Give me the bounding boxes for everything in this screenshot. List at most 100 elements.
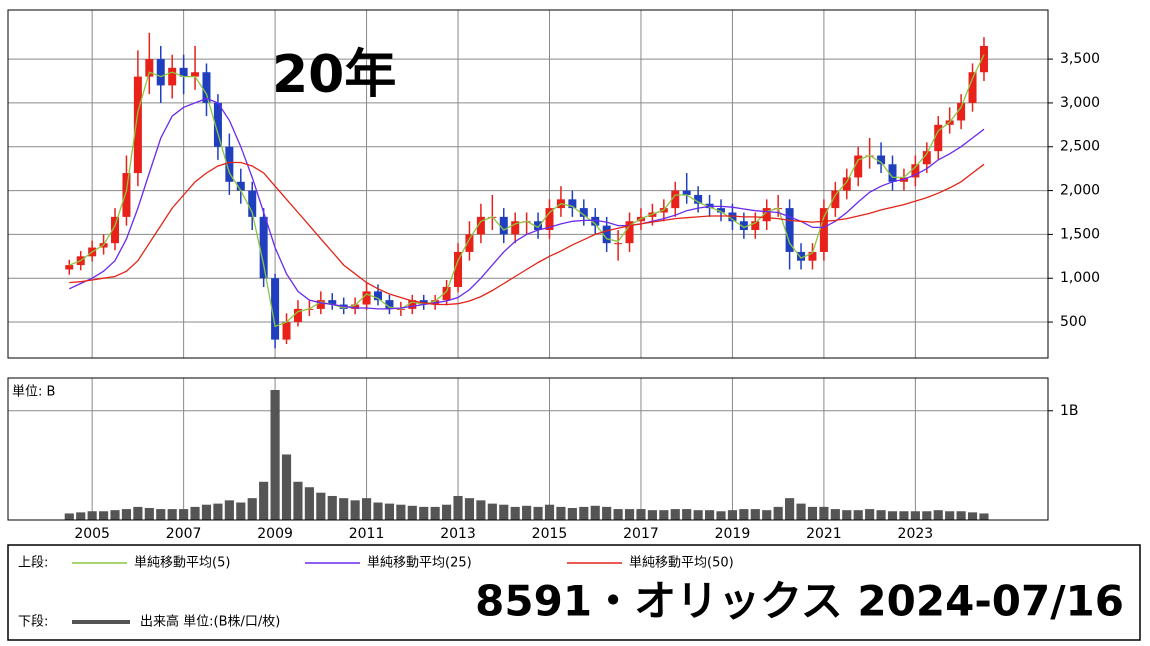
- candle-body: [191, 72, 200, 77]
- volume-bar: [682, 509, 692, 520]
- volume-bar: [819, 506, 829, 520]
- price-frame: [7, 9, 1049, 359]
- volume-bar: [99, 511, 109, 520]
- plot-layer: 500 1,000 1,500 2,000 2,500 3,000 3,500 2005 200…: [8, 10, 1100, 542]
- volume-bar: [602, 506, 612, 520]
- volume-bar: [796, 503, 806, 520]
- ma-line: [69, 54, 985, 328]
- candle-body: [271, 278, 280, 340]
- candle-body: [568, 199, 577, 209]
- y-tick-label: 3,500: [1060, 51, 1100, 67]
- candle-body: [213, 102, 222, 147]
- volume-bar: [533, 506, 543, 520]
- volume-bar: [579, 506, 589, 520]
- volume-bar: [785, 498, 795, 520]
- x-tick-label: 2011: [349, 526, 385, 542]
- volume-bar: [522, 505, 532, 520]
- y-tick-label: 2,000: [1060, 183, 1100, 199]
- candle-body: [911, 164, 920, 178]
- candle-body: [65, 265, 74, 270]
- volume-bar: [110, 510, 120, 520]
- unit-label: 単位: B: [12, 384, 55, 400]
- candle-body: [236, 181, 245, 191]
- volume-bar: [167, 509, 177, 520]
- volume-bar: [476, 500, 486, 520]
- y-tick-label: 500: [1060, 314, 1087, 330]
- volume-bar: [327, 495, 337, 520]
- volume-bar: [704, 510, 715, 520]
- candle-body: [442, 286, 451, 301]
- candle-body: [716, 208, 726, 213]
- candle-body: [408, 300, 417, 309]
- volume-bar: [613, 509, 623, 520]
- candle-body: [179, 67, 188, 77]
- volume-bar: [499, 504, 509, 520]
- volume-bar: [133, 506, 143, 520]
- volume-bar: [384, 503, 394, 520]
- volume-bar: [190, 506, 200, 520]
- volume-bar: [487, 503, 497, 520]
- volume-bar: [236, 502, 246, 520]
- x-tick-label: 2017: [623, 526, 659, 542]
- candle-body: [145, 59, 154, 77]
- candle-body: [922, 151, 931, 165]
- candle-body: [248, 190, 257, 217]
- candle-body: [225, 146, 234, 182]
- volume-bar: [396, 504, 406, 520]
- candle-body: [202, 72, 211, 103]
- candle-body: [762, 208, 771, 222]
- legend-label: 単純移動平均(25): [367, 555, 472, 571]
- x-tick-label: 2005: [74, 526, 110, 542]
- candle-body: [877, 155, 886, 165]
- volume-bar: [670, 509, 680, 520]
- volume-bar: [865, 509, 875, 520]
- candle-body: [694, 194, 703, 204]
- candle-body: [579, 208, 588, 217]
- x-tick-label: 2013: [440, 526, 476, 542]
- candle-body: [602, 225, 611, 244]
- volume-bar: [716, 511, 726, 520]
- candle-body: [476, 216, 485, 235]
- volume-bar: [727, 510, 738, 520]
- volume-bar: [464, 498, 475, 520]
- candle-body: [785, 208, 794, 252]
- candle-body: [454, 251, 463, 287]
- volume-bar: [453, 495, 463, 520]
- candle-body: [979, 45, 988, 73]
- volume-bar: [933, 510, 943, 520]
- volume-bar: [64, 513, 74, 520]
- volume-bar: [304, 487, 314, 520]
- volume-bar: [842, 510, 852, 520]
- volume-bar: [442, 504, 452, 520]
- volume-bar: [87, 511, 97, 520]
- candle-body: [751, 221, 760, 231]
- volume-bar: [910, 511, 920, 520]
- x-tick-label: 2019: [715, 526, 751, 542]
- x-tick-label: 2023: [898, 526, 934, 542]
- y-tick-label: 2,500: [1060, 139, 1100, 155]
- volume-bar: [773, 506, 783, 520]
- volume-bar: [121, 509, 132, 520]
- candle-body: [625, 221, 634, 244]
- y-tick-label: 1,000: [1060, 270, 1100, 286]
- volume-bar: [739, 509, 749, 520]
- volume-bar: [647, 510, 657, 520]
- chart-title: 20年: [272, 45, 396, 105]
- volume-bar: [659, 510, 669, 520]
- candle-body: [373, 291, 382, 301]
- ma-line: [69, 97, 985, 310]
- volume-bar: [830, 509, 840, 520]
- volume-bar: [945, 511, 955, 520]
- candle-body: [957, 102, 966, 121]
- candle-body: [728, 212, 737, 222]
- volume-bar: [624, 509, 635, 520]
- candle-body: [385, 300, 394, 309]
- volume-bar: [967, 512, 978, 520]
- candle-body: [362, 291, 371, 305]
- volume-bar: [876, 510, 886, 520]
- candle-body: [122, 173, 131, 217]
- volume-bar: [259, 481, 269, 520]
- candle-body: [133, 76, 142, 174]
- volume-bar: [407, 505, 417, 520]
